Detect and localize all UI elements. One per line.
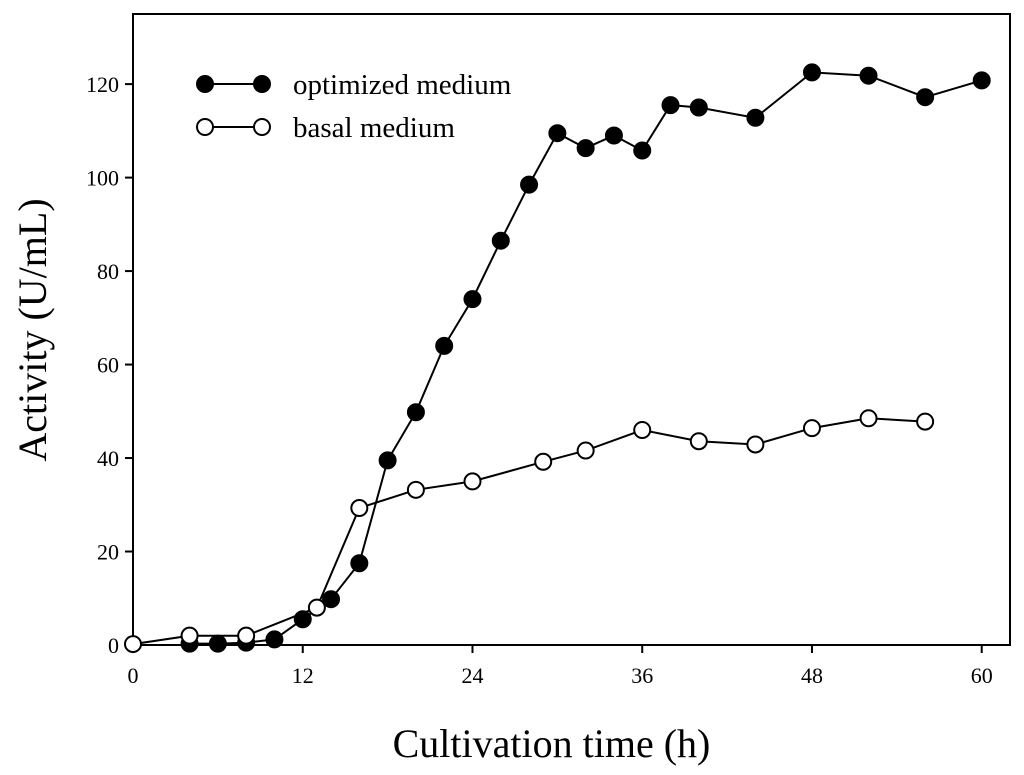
plot-area bbox=[132, 13, 1011, 646]
data-point bbox=[435, 336, 454, 355]
data-point bbox=[633, 420, 652, 439]
y-tick-label: 100 bbox=[86, 166, 119, 191]
data-point bbox=[237, 626, 256, 645]
x-tick-label: 60 bbox=[971, 663, 993, 688]
legend-entry: optimized medium bbox=[196, 69, 512, 101]
legend-marker bbox=[253, 118, 271, 136]
data-point bbox=[661, 96, 680, 115]
data-point bbox=[265, 630, 284, 649]
y-tick-label: 60 bbox=[97, 353, 119, 378]
x-axis-title: Cultivation time (h) bbox=[393, 721, 711, 766]
data-point bbox=[689, 98, 708, 117]
data-point bbox=[463, 472, 482, 491]
legend: optimized medium basal medium bbox=[196, 69, 512, 144]
legend-marker bbox=[196, 118, 214, 136]
data-point bbox=[972, 71, 991, 90]
data-point bbox=[180, 626, 199, 645]
y-axis-title: Activity (U/mL) bbox=[10, 198, 55, 461]
series-line bbox=[189, 71, 982, 645]
data-point bbox=[576, 139, 595, 158]
data-point bbox=[802, 419, 821, 438]
legend-label: basal medium bbox=[293, 112, 455, 144]
y-tick-label: 80 bbox=[97, 259, 119, 284]
x-tick-label: 24 bbox=[461, 663, 483, 688]
plot-frame bbox=[132, 13, 1011, 646]
data-point bbox=[604, 126, 623, 145]
data-point bbox=[491, 231, 510, 250]
y-tick-label: 0 bbox=[108, 633, 119, 658]
legend-entry: basal medium bbox=[196, 112, 455, 144]
x-tick-label: 48 bbox=[801, 663, 823, 688]
data-point bbox=[633, 141, 652, 160]
data-point bbox=[124, 635, 142, 654]
data-point bbox=[916, 412, 935, 431]
y-tick-label: 40 bbox=[97, 446, 119, 471]
legend-label: optimized medium bbox=[293, 69, 512, 101]
series-basal-medium bbox=[124, 409, 935, 654]
x-tick-label: 36 bbox=[631, 663, 653, 688]
legend-marker bbox=[253, 75, 271, 93]
data-point bbox=[406, 403, 425, 422]
x-tick-label: 12 bbox=[292, 663, 314, 688]
legend-marker bbox=[196, 75, 214, 93]
data-point bbox=[746, 108, 765, 127]
data-point bbox=[859, 409, 878, 428]
data-point bbox=[378, 451, 397, 470]
y-tick-label: 120 bbox=[86, 72, 119, 97]
data-point bbox=[350, 554, 369, 573]
x-tick-label: 0 bbox=[128, 663, 139, 688]
data-point bbox=[350, 499, 369, 518]
data-point bbox=[746, 435, 765, 454]
series-optimized-medium bbox=[180, 63, 991, 653]
data-point bbox=[916, 88, 935, 107]
data-point bbox=[548, 124, 567, 143]
data-point bbox=[463, 290, 482, 309]
series-layer bbox=[124, 63, 991, 654]
data-point bbox=[520, 175, 539, 194]
data-point bbox=[208, 634, 227, 653]
data-point bbox=[576, 441, 595, 460]
data-point bbox=[689, 432, 708, 451]
data-point bbox=[802, 63, 821, 82]
data-point bbox=[534, 452, 553, 471]
y-tick-label: 20 bbox=[97, 540, 119, 565]
axis-ticks: 0 12 24 36 48 60 0 20 40 60 80 100 120 bbox=[86, 72, 993, 688]
data-point bbox=[307, 598, 326, 617]
data-point bbox=[859, 66, 878, 85]
data-point bbox=[406, 480, 425, 499]
series-line bbox=[132, 417, 926, 646]
data-point bbox=[322, 590, 341, 609]
